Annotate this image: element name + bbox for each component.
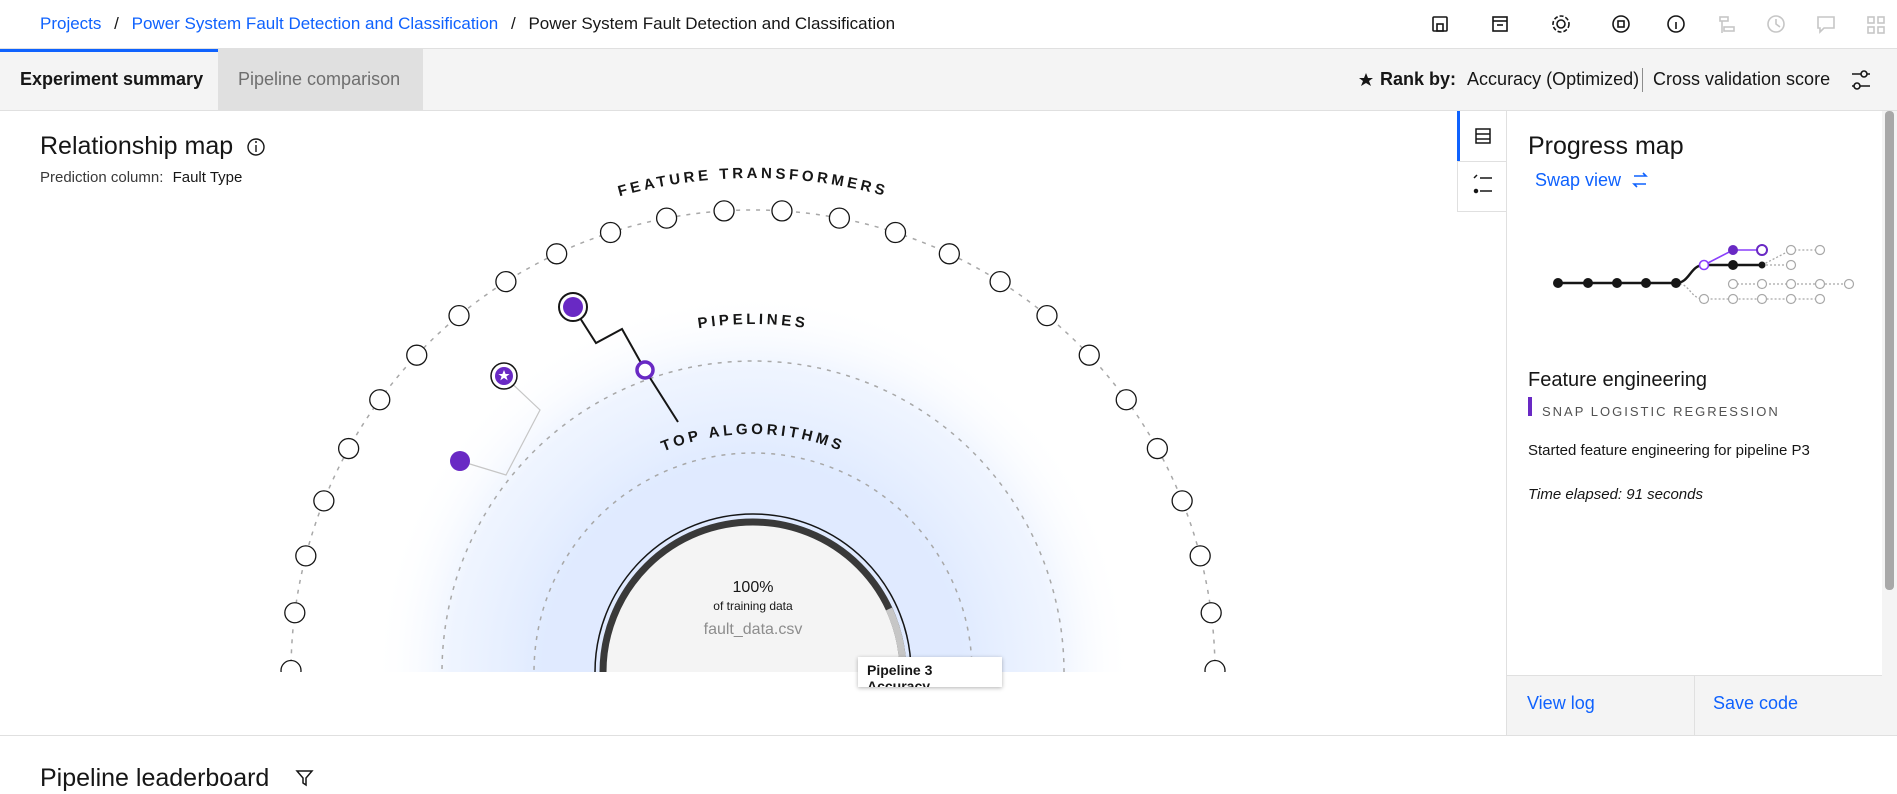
- tooltip-title: Pipeline 3: [867, 662, 933, 678]
- algorithm-node[interactable]: [635, 360, 655, 380]
- header-icons[interactable]: [1432, 15, 1685, 33]
- ring-label: FEATURE TRANSFORMERS: [616, 165, 890, 200]
- settings-icon[interactable]: [1852, 70, 1870, 90]
- data-percent: 100%: [733, 579, 774, 596]
- algorithm-bar: [1528, 397, 1532, 416]
- status: Started feature engineering for pipeline…: [1528, 442, 1810, 459]
- prediction-label: Prediction column:: [40, 169, 164, 186]
- swap-icon[interactable]: [1632, 172, 1648, 188]
- data-caption: of training data: [713, 599, 793, 613]
- breadcrumb-link[interactable]: Projects: [40, 14, 102, 33]
- transformer-node[interactable]: [295, 545, 317, 567]
- relationship-map: FEATURE TRANSFORMERS PIPELINES TOP ALGOR…: [280, 165, 1226, 681]
- transformer-node[interactable]: [369, 389, 391, 411]
- breadcrumb-separator: /: [510, 14, 516, 33]
- transformer-node[interactable]: [546, 243, 568, 265]
- tab[interactable]: Pipeline comparison: [238, 69, 401, 89]
- transformer-node[interactable]: [284, 602, 306, 624]
- breadcrumb-link[interactable]: Power System Fault Detection and Classif…: [131, 14, 499, 33]
- transformer-node[interactable]: [1171, 490, 1193, 512]
- transformer-node[interactable]: [884, 221, 907, 244]
- transformer-node[interactable]: [1078, 344, 1100, 366]
- strip-active: [1457, 111, 1460, 161]
- tab-inactive[interactable]: [218, 49, 423, 111]
- active-link: [572, 306, 679, 423]
- prediction-value: Fault Type: [172, 169, 243, 186]
- pipeline-node[interactable]: [563, 297, 583, 317]
- scrollbar-thumb[interactable]: [1885, 111, 1894, 590]
- rank-by: Rank by: Accuracy (Optimized): [1380, 69, 1639, 90]
- transformer-nodes: [280, 200, 1226, 681]
- data-file: fault_data.csv: [704, 621, 803, 638]
- rank-label: Rank by:: [1380, 69, 1457, 89]
- transformer-node[interactable]: [989, 270, 1011, 293]
- transformer-node[interactable]: [1189, 545, 1211, 567]
- ring-label: PIPELINES: [697, 311, 810, 332]
- rank-score[interactable]: Cross validation score: [1653, 69, 1831, 89]
- star-icon: [1359, 73, 1373, 86]
- star: [498, 370, 510, 381]
- transformer-node[interactable]: [448, 304, 470, 327]
- leaderboard-title: Pipeline leaderboard: [40, 764, 270, 792]
- progress-graph: [1553, 244, 1855, 305]
- save-code[interactable]: Save code: [1713, 693, 1799, 713]
- pipeline-node[interactable]: [450, 451, 470, 471]
- ring-label-text: PIPELINES: [697, 311, 806, 332]
- transformer-node[interactable]: [313, 490, 335, 512]
- transformer-node[interactable]: [1036, 304, 1058, 327]
- breadcrumb-current: Power System Fault Detection and Classif…: [528, 14, 896, 33]
- transformer-node[interactable]: [1204, 659, 1226, 681]
- data-circle: [599, 518, 907, 672]
- transformer-node[interactable]: [938, 243, 960, 265]
- progress-title: Progress map: [1528, 132, 1684, 160]
- transformer-node[interactable]: [828, 207, 851, 229]
- transformer-node[interactable]: [599, 221, 622, 244]
- transformer-node[interactable]: [280, 659, 302, 681]
- transformer-node[interactable]: [1146, 437, 1169, 460]
- transformer-node[interactable]: [337, 437, 360, 460]
- tab[interactable]: Experiment summary: [20, 69, 204, 89]
- strip-icons[interactable]: [1473, 128, 1492, 194]
- breadcrumb: Projects / Power System Fault Detection …: [40, 14, 895, 34]
- transformer-node[interactable]: [771, 200, 793, 222]
- transformer-node[interactable]: [713, 200, 735, 222]
- tab-indicator: [0, 49, 218, 52]
- ring-algorithms: [533, 452, 973, 672]
- filter-icon[interactable]: [295, 770, 314, 787]
- stage: Feature engineering: [1528, 369, 1708, 391]
- data-outer-ring: [594, 513, 912, 672]
- transformer-node[interactable]: [1200, 602, 1222, 624]
- transformer-node[interactable]: [406, 344, 428, 366]
- tooltip: Pipeline 3 Accuracy: [858, 657, 1002, 687]
- header-icons-disabled: [1719, 15, 1885, 34]
- prediction: Prediction column: Fault Type: [40, 169, 242, 186]
- ring-label-text: FEATURE TRANSFORMERS: [616, 165, 887, 200]
- breadcrumb-separator: /: [114, 14, 119, 33]
- elapsed: Time elapsed: 91 seconds: [1528, 486, 1703, 503]
- transformer-node[interactable]: [655, 207, 678, 229]
- tooltip-metric: Accuracy: [867, 678, 931, 687]
- info-icon[interactable]: [247, 138, 265, 156]
- pipeline-link: [459, 375, 541, 476]
- transformer-node[interactable]: [1115, 389, 1137, 411]
- view-log[interactable]: View log: [1527, 693, 1595, 713]
- transformer-node[interactable]: [495, 270, 517, 293]
- map-title: Relationship map: [40, 132, 234, 160]
- swap-view[interactable]: Swap view: [1535, 170, 1622, 190]
- algorithm: SNAP LOGISTIC REGRESSION: [1542, 404, 1780, 419]
- glow: [373, 292, 1133, 672]
- rank-metric[interactable]: Accuracy (Optimized): [1467, 69, 1640, 89]
